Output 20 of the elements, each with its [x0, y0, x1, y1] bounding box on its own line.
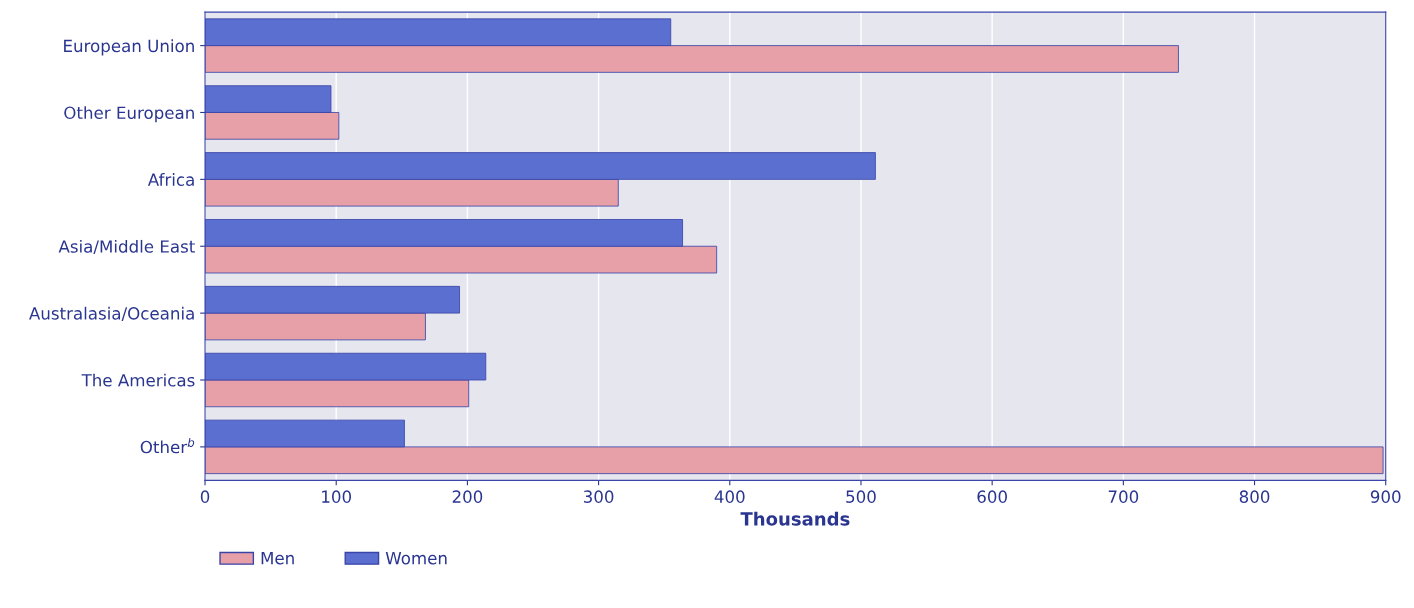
- x-tick-label: 600: [977, 490, 1007, 503]
- x-axis-title: Thousands: [740, 511, 850, 526]
- y-tick-label: Other European: [64, 106, 194, 123]
- x-tick-label: 100: [322, 490, 352, 503]
- x-tick-label: 900: [1370, 490, 1401, 503]
- x-tick-label: 200: [452, 490, 483, 503]
- x-tick-label: 800: [1239, 490, 1270, 503]
- x-tick-label: 0: [200, 490, 210, 503]
- y-tick-label: Africa: [147, 173, 194, 186]
- x-tick-label: 400: [714, 490, 745, 503]
- x-tick-label: 500: [846, 490, 876, 503]
- y-tick-label: The Americas: [81, 373, 195, 387]
- x-tick-label: 700: [1108, 490, 1139, 503]
- y-tick-label: Asia/Middle East: [58, 239, 195, 255]
- y-tick-label: European Union: [64, 39, 194, 56]
- legend-label: Women: [385, 552, 447, 565]
- x-tick-label: 300: [583, 490, 614, 503]
- y-tick-label: Other$^{b}$: [140, 437, 195, 454]
- y-tick-label: Australasia/Oceania: [29, 306, 194, 321]
- legend-label: Men: [261, 552, 294, 565]
